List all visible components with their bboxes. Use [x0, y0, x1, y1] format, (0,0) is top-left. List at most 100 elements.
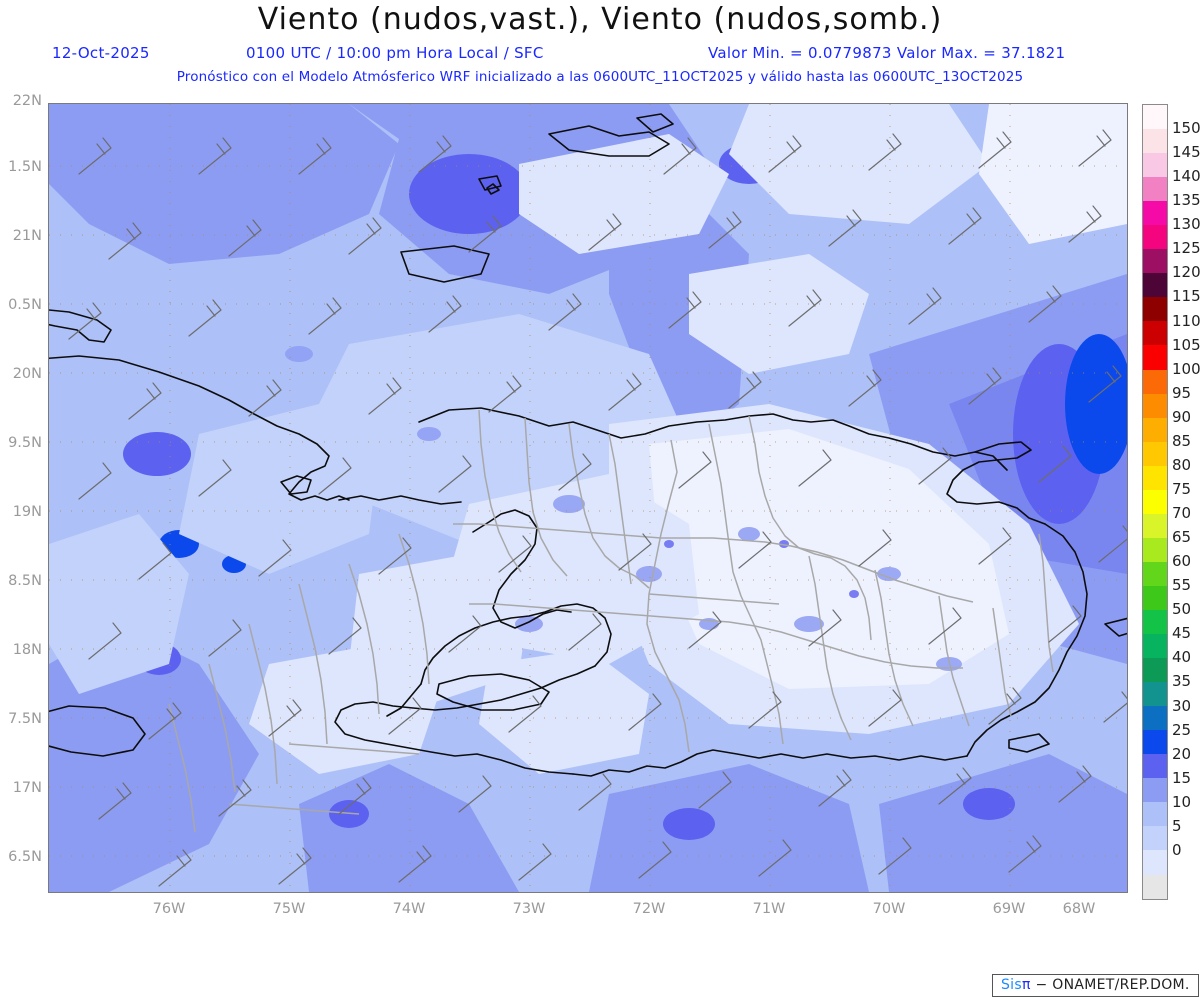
lon-label-70w: 70W: [872, 901, 906, 917]
colorbar-tick-110: 110: [1172, 311, 1200, 330]
colorbar-tick-75: 75: [1172, 479, 1192, 498]
colorbar-band-26: [1143, 730, 1167, 755]
colorbar-band-19: [1143, 561, 1167, 586]
subtitle-row: 12-Oct-2025 0100 UTC / 10:00 pm Hora Loc…: [0, 44, 1200, 64]
colorbar-band-14: [1143, 441, 1167, 466]
colorbar-band-23: [1143, 658, 1167, 683]
colorbar-tick-135: 135: [1172, 191, 1200, 210]
lon-label-71w: 71W: [752, 901, 786, 917]
lat-label-205n: 0.5N: [8, 297, 42, 313]
colorbar-tick-0: 0: [1172, 840, 1182, 859]
colorbar-tick-25: 25: [1172, 720, 1192, 739]
colorbar-band-32: [1143, 874, 1167, 899]
colorbar-tick-115: 115: [1172, 287, 1200, 306]
colorbar-band-12: [1143, 393, 1167, 418]
colorbar-tick-90: 90: [1172, 407, 1192, 426]
lat-label-175n: 7.5N: [8, 711, 42, 727]
colorbar-tick-65: 65: [1172, 528, 1192, 547]
grid-lines: [49, 104, 1127, 892]
colorbar-band-4: [1143, 201, 1167, 226]
colorbar-tick-125: 125: [1172, 239, 1200, 258]
colorbar-band-8: [1143, 297, 1167, 322]
colorbar-band-9: [1143, 321, 1167, 346]
colorbar-tick-40: 40: [1172, 648, 1192, 667]
colorbar-tick-10: 10: [1172, 792, 1192, 811]
colorbar-tick-50: 50: [1172, 600, 1192, 619]
colorbar-tick-35: 35: [1172, 672, 1192, 691]
colorbar-band-29: [1143, 802, 1167, 827]
colorbar-band-15: [1143, 465, 1167, 490]
colorbar-band-16: [1143, 489, 1167, 514]
lat-label-19n: 19N: [12, 504, 42, 520]
colorbar-tick-85: 85: [1172, 431, 1192, 450]
colorbar-tick-70: 70: [1172, 504, 1192, 523]
colorbar-tick-105: 105: [1172, 335, 1200, 354]
colorbar-band-11: [1143, 369, 1167, 394]
colorbar-tick-15: 15: [1172, 768, 1192, 787]
colorbar-band-22: [1143, 634, 1167, 659]
colorbar-tick-100: 100: [1172, 359, 1200, 378]
colorbar-band-5: [1143, 225, 1167, 250]
colorbar-band-2: [1143, 153, 1167, 178]
lat-label-17n: 17N: [12, 780, 42, 796]
colorbar-tick-80: 80: [1172, 455, 1192, 474]
colorbar-band-31: [1143, 850, 1167, 875]
lat-label-18n: 18N: [12, 642, 42, 658]
org-label: − ONAMET/REP.DOM.: [1035, 977, 1190, 993]
colorbar-band-18: [1143, 537, 1167, 562]
colorbar-band-30: [1143, 826, 1167, 851]
colorbar-tick-145: 145: [1172, 143, 1200, 162]
colorbar-band-3: [1143, 177, 1167, 202]
colorbar-band-28: [1143, 778, 1167, 803]
colorbar-band-13: [1143, 417, 1167, 442]
lon-label-76w: 76W: [152, 901, 186, 917]
sis-label: Sis: [1001, 977, 1022, 993]
colorbar-band-6: [1143, 249, 1167, 274]
lat-label-21n: 21N: [12, 228, 42, 244]
forecast-time: 0100 UTC / 10:00 pm Hora Local / SFC: [246, 44, 544, 62]
pi-icon: π: [1021, 977, 1031, 993]
map-svg: [49, 104, 1127, 892]
model-description: Pronóstico con el Modelo Atmósferico WRF…: [176, 69, 1024, 85]
lat-label-185n: 8.5N: [8, 573, 42, 589]
colorbar-band-10: [1143, 345, 1167, 370]
colorbar-band-17: [1143, 513, 1167, 538]
colorbar-tick-20: 20: [1172, 744, 1192, 763]
lat-label-165n: 6.5N: [8, 849, 42, 865]
colorbar-tick-30: 30: [1172, 696, 1192, 715]
value-minmax: Valor Min. = 0.0779873 Valor Max. = 37.1…: [708, 44, 1066, 62]
colorbar-band-24: [1143, 682, 1167, 707]
colorbar-tick-140: 140: [1172, 167, 1200, 186]
shaded-field: [49, 104, 1127, 892]
lat-label-20n: 20N: [12, 366, 42, 382]
wind-barbs: [68, 129, 1127, 887]
colorbar-tick-130: 130: [1172, 215, 1200, 234]
lat-label-22n: 22N: [12, 93, 42, 109]
lon-label-69w: 69W: [992, 901, 1026, 917]
lon-label-73w: 73W: [512, 901, 546, 917]
lon-label-74w: 74W: [392, 901, 426, 917]
colorbar-tick-120: 120: [1172, 263, 1200, 282]
lon-label-75w: 75W: [272, 901, 306, 917]
province-boundaries: [168, 409, 1054, 833]
colorbar-tick-60: 60: [1172, 552, 1192, 571]
colorbar[interactable]: [1142, 104, 1168, 900]
colorbar-band-27: [1143, 754, 1167, 779]
colorbar-tick-45: 45: [1172, 624, 1192, 643]
attribution-badge: Sisπ − ONAMET/REP.DOM.: [992, 974, 1199, 997]
colorbar-band-1: [1143, 129, 1167, 154]
coastline: [49, 113, 1127, 777]
colorbar-band-25: [1143, 706, 1167, 731]
lat-label-195n: 9.5N: [8, 435, 42, 451]
lon-label-72w: 72W: [632, 901, 666, 917]
colorbar-tick-95: 95: [1172, 383, 1192, 402]
lon-label-68w: 68W: [1062, 901, 1096, 917]
weather-map[interactable]: [48, 103, 1128, 893]
colorbar-tick-55: 55: [1172, 576, 1192, 595]
colorbar-band-21: [1143, 609, 1167, 635]
colorbar-tick-150: 150: [1172, 119, 1200, 138]
colorbar-tick-5: 5: [1172, 816, 1182, 835]
colorbar-band-0: [1143, 105, 1167, 130]
lat-label-215n: 1.5N: [8, 159, 42, 175]
chart-header: Viento (nudos,vast.), Viento (nudos,somb…: [0, 0, 1200, 95]
